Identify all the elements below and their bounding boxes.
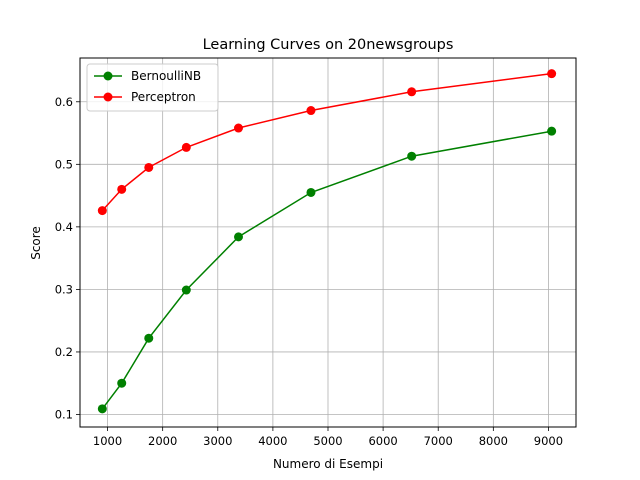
y-tick-label: 0.5 <box>55 157 73 171</box>
legend: BernoulliNB Perceptron <box>86 63 219 112</box>
x-tick-label: 7000 <box>424 434 453 448</box>
x-tick-label: 4000 <box>258 434 287 448</box>
chart-title: Learning Curves on 20newsgroups <box>203 37 454 53</box>
legend-label-perceptron: Perceptron <box>131 90 196 104</box>
y-tick-label: 0.4 <box>55 220 73 234</box>
axis-ticks: 1000 2000 3000 4000 5000 6000 7000 8000 9000 0.1 0… <box>55 95 563 448</box>
x-axis-label: Numero di Esempi <box>273 457 383 471</box>
data-point-perceptron <box>181 142 191 152</box>
x-tick-label: 1000 <box>93 434 122 448</box>
data-point-perceptron <box>306 106 316 116</box>
series-line-perceptron <box>101 72 552 212</box>
data-point-bernoullinb <box>117 378 127 388</box>
y-tick-label: 0.1 <box>55 407 73 421</box>
y-axis-label: Score <box>29 226 43 260</box>
legend-label-bernoullinb: BernoulliNB <box>131 69 201 83</box>
x-tick-label: 8000 <box>479 434 508 448</box>
grid-lines <box>80 58 576 427</box>
data-point-perceptron <box>407 87 417 97</box>
data-point-perceptron <box>117 184 127 194</box>
data-point-bernoullinb <box>181 285 191 295</box>
plot-frame <box>79 57 577 428</box>
data-point-bernoullinb <box>306 187 316 197</box>
data-point-bernoullinb <box>97 404 107 414</box>
legend-marker-perceptron <box>103 92 113 102</box>
data-point-bernoullinb <box>233 232 243 242</box>
data-point-perceptron <box>97 206 107 216</box>
x-tick-label: 6000 <box>368 434 397 448</box>
x-tick-label: 3000 <box>203 434 232 448</box>
y-tick-label: 0.6 <box>55 95 73 109</box>
legend-marker-bernoullinb <box>103 71 113 81</box>
data-point-perceptron <box>144 162 154 172</box>
data-point-perceptron <box>547 69 557 79</box>
series-layer <box>97 69 557 414</box>
y-tick-label: 0.2 <box>55 345 73 359</box>
data-point-bernoullinb <box>407 151 417 161</box>
x-tick-label: 2000 <box>148 434 177 448</box>
data-point-bernoullinb <box>144 333 154 343</box>
x-tick-label: 5000 <box>313 434 342 448</box>
y-tick-label: 0.3 <box>55 282 73 296</box>
series-line-bernoullinb <box>101 130 552 410</box>
x-tick-label: 9000 <box>534 434 563 448</box>
data-point-perceptron <box>233 123 243 133</box>
data-point-bernoullinb <box>547 126 557 136</box>
